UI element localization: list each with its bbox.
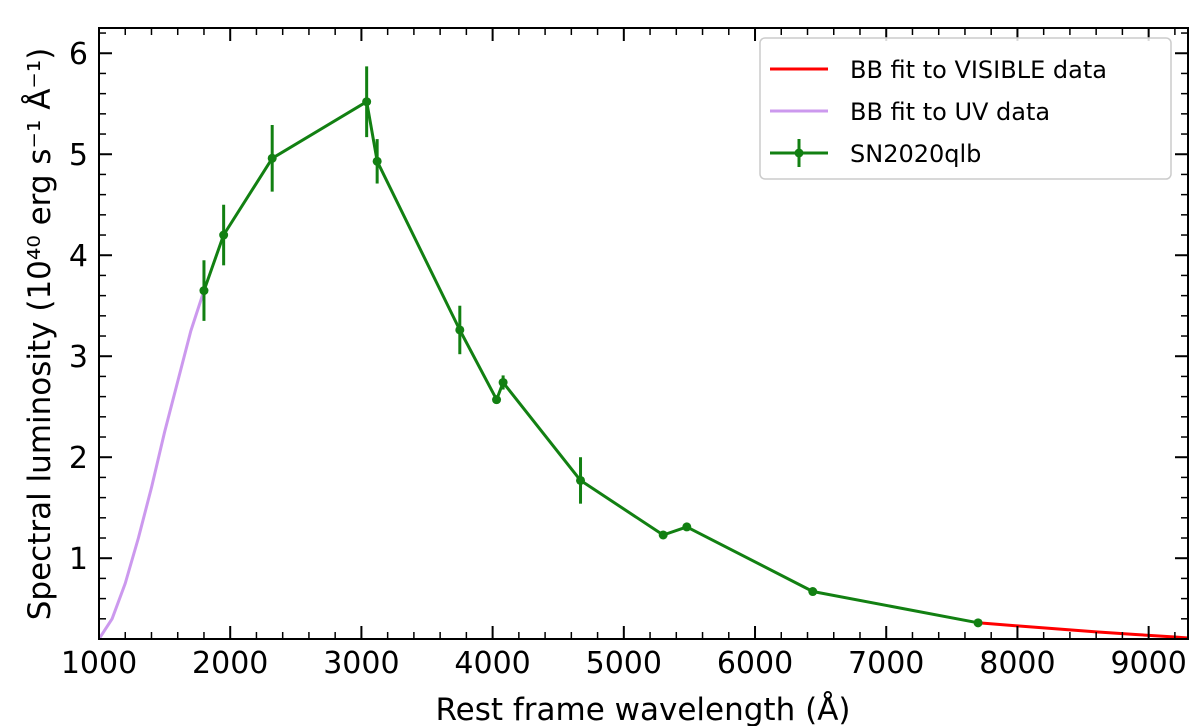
y-tick-label: 2	[69, 441, 88, 476]
sn2020qlb-legend-label: SN2020qlb	[850, 140, 981, 168]
y-tick-label: 5	[69, 138, 88, 173]
x-axis-label: Rest frame wavelength (Å)	[436, 692, 851, 726]
legend: BB fit to VISIBLE data BB fit to UV data S…	[759, 37, 1172, 180]
data-point	[219, 230, 229, 240]
data-point	[267, 153, 277, 163]
x-tick-label: 9000	[1110, 646, 1186, 681]
uv-fit-line	[99, 290, 206, 639]
data-point	[682, 522, 692, 532]
legend-marker	[794, 148, 804, 158]
x-tick-label: 1000	[61, 646, 137, 681]
data-point	[973, 618, 983, 628]
y-tick-label: 6	[69, 37, 88, 72]
plot-frame	[98, 27, 1189, 640]
series-layer	[99, 66, 1188, 639]
data-point	[199, 286, 209, 296]
x-tick-label: 8000	[979, 646, 1055, 681]
x-tick-label: 5000	[586, 646, 662, 681]
data-point	[455, 325, 465, 335]
legend-frame	[759, 37, 1172, 180]
y-tick-label: 1	[69, 542, 88, 577]
x-tick-label: 2000	[192, 646, 268, 681]
x-tick-label: 7000	[848, 646, 924, 681]
data-point	[362, 97, 372, 107]
x-tick-label: 4000	[454, 646, 530, 681]
uv-fit-legend-label: BB fit to UV data	[850, 98, 1050, 126]
data-point	[498, 377, 508, 387]
visible-fit-legend-label: BB fit to VISIBLE data	[850, 56, 1107, 84]
x-tick-label: 6000	[717, 646, 793, 681]
y-axis-label: Spectral luminosity (10⁴⁰ erg s⁻¹ Å⁻¹)	[22, 48, 58, 621]
data-point	[808, 587, 818, 597]
y-tick-label: 4	[69, 239, 88, 274]
data-point	[372, 156, 382, 166]
tick-layer: 1000 2000 3000 4000 5000 6000 7000 8000 9000 1 2 3 4…	[61, 28, 1188, 681]
data-point	[576, 475, 586, 485]
data-point	[658, 530, 668, 540]
y-tick-label: 3	[69, 340, 88, 375]
visible-fit-line	[977, 621, 1188, 639]
data-point	[492, 395, 502, 405]
x-tick-label: 3000	[323, 646, 399, 681]
sn2020qlb-line	[202, 100, 979, 625]
